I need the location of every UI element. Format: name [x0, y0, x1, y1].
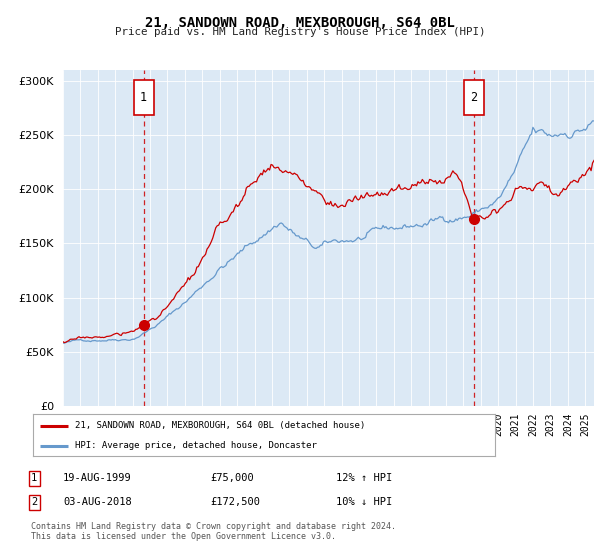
Text: 2: 2: [31, 497, 37, 507]
Text: 1: 1: [31, 473, 37, 483]
Text: 1: 1: [140, 91, 147, 104]
FancyBboxPatch shape: [134, 80, 154, 115]
Text: 21, SANDOWN ROAD, MEXBOROUGH, S64 0BL: 21, SANDOWN ROAD, MEXBOROUGH, S64 0BL: [145, 16, 455, 30]
Text: 19-AUG-1999: 19-AUG-1999: [63, 473, 132, 483]
Text: 21, SANDOWN ROAD, MEXBOROUGH, S64 0BL (detached house): 21, SANDOWN ROAD, MEXBOROUGH, S64 0BL (d…: [74, 421, 365, 430]
Text: HPI: Average price, detached house, Doncaster: HPI: Average price, detached house, Donc…: [74, 441, 316, 450]
Text: 03-AUG-2018: 03-AUG-2018: [63, 497, 132, 507]
Text: £75,000: £75,000: [210, 473, 254, 483]
Text: 2: 2: [470, 91, 477, 104]
FancyBboxPatch shape: [464, 80, 484, 115]
Text: 12% ↑ HPI: 12% ↑ HPI: [336, 473, 392, 483]
Text: £172,500: £172,500: [210, 497, 260, 507]
Text: Contains HM Land Registry data © Crown copyright and database right 2024.
This d: Contains HM Land Registry data © Crown c…: [31, 522, 396, 542]
Text: 10% ↓ HPI: 10% ↓ HPI: [336, 497, 392, 507]
Text: Price paid vs. HM Land Registry's House Price Index (HPI): Price paid vs. HM Land Registry's House …: [115, 27, 485, 37]
